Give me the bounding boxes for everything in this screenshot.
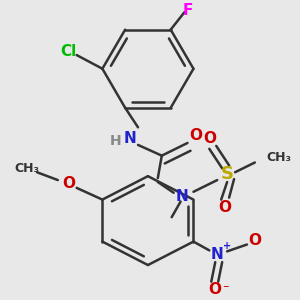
Text: CH₃: CH₃ — [267, 151, 292, 164]
Text: N: N — [124, 130, 136, 146]
Text: S: S — [220, 165, 234, 183]
Text: O: O — [189, 128, 202, 142]
Text: O: O — [209, 282, 222, 297]
Text: CH₃: CH₃ — [15, 162, 40, 175]
Text: F: F — [182, 3, 193, 18]
Text: O: O — [219, 200, 232, 215]
Text: +: + — [223, 242, 231, 251]
Text: N: N — [175, 189, 188, 204]
Text: N: N — [211, 247, 224, 262]
Text: H: H — [110, 134, 121, 148]
Text: ⁻: ⁻ — [222, 283, 229, 296]
Text: O: O — [248, 233, 261, 248]
Text: O: O — [62, 176, 75, 190]
Text: Cl: Cl — [61, 44, 77, 59]
Text: O: O — [203, 130, 216, 146]
